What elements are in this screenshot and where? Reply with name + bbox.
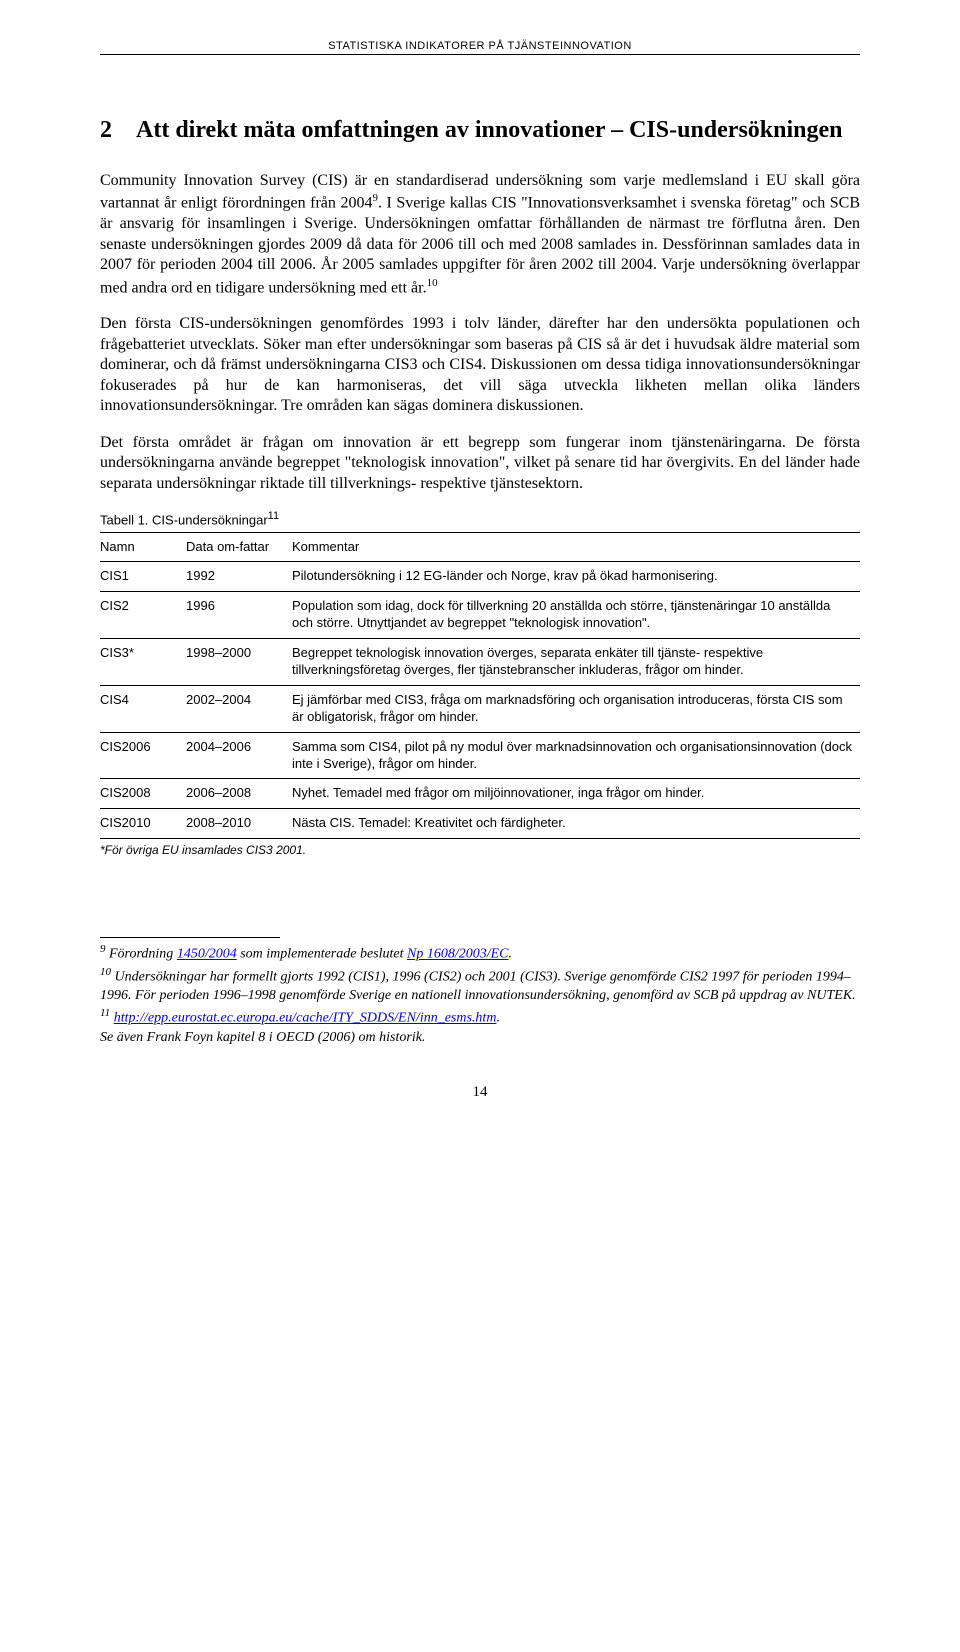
th-comment: Kommentar [292,532,860,562]
cell-comment: Nästa CIS. Temadel: Kreativitet och färd… [292,809,860,839]
cell-name: CIS2 [100,592,186,639]
table-header-row: Namn Data om-fattar Kommentar [100,532,860,562]
table-caption-text: Tabell 1. CIS-undersökningar [100,513,268,528]
cis-table: Namn Data om-fattar Kommentar CIS1 1992 … [100,532,860,840]
table-caption: Tabell 1. CIS-undersökningar11 [100,510,860,527]
cell-name: CIS3* [100,639,186,686]
running-header: STATISTISKA INDIKATORER PÅ TJÄNSTEINNOVA… [100,40,860,55]
table-row: CIS4 2002–2004 Ej jämförbar med CIS3, fr… [100,685,860,732]
cell-name: CIS2008 [100,779,186,809]
document-page: STATISTISKA INDIKATORER PÅ TJÄNSTEINNOVA… [0,0,960,1161]
th-year: Data om-fattar [186,532,292,562]
cell-year: 1992 [186,562,292,592]
cell-name: CIS2006 [100,732,186,779]
cell-comment: Nyhet. Temadel med frågor om miljöinnova… [292,779,860,809]
footnote-11-link[interactable]: http://epp.eurostat.ec.europa.eu/cache/I… [114,1011,497,1026]
footnote-11-tail: . [496,1011,500,1026]
cell-year: 2004–2006 [186,732,292,779]
footnote-marker-9: 9 [100,943,106,955]
table-row: CIS1 1992 Pilotundersökning i 12 EG-länd… [100,562,860,592]
section-number: 2 [100,115,136,145]
paragraph-3: Det första området är frågan om innovati… [100,433,860,494]
cell-comment: Population som idag, dock för tillverkni… [292,592,860,639]
paragraph-1: Community Innovation Survey (CIS) är en … [100,171,860,298]
footnote-9: 9 Förordning 1450/2004 som implementerad… [100,942,860,965]
table-row: CIS2010 2008–2010 Nästa CIS. Temadel: Kr… [100,809,860,839]
cell-name: CIS1 [100,562,186,592]
footnote-10-text: Undersökningar har formellt gjorts 1992 … [100,969,856,1003]
footnote-marker-10: 10 [100,966,111,978]
footnote-9-link-1[interactable]: 1450/2004 [177,947,237,962]
cell-comment: Pilotundersökning i 12 EG-länder och Nor… [292,562,860,592]
footnote-10: 10 Undersökningar har formellt gjorts 19… [100,965,860,1006]
table-row: CIS2006 2004–2006 Samma som CIS4, pilot … [100,732,860,779]
page-number: 14 [100,1084,860,1101]
footnotes-block: 9 Förordning 1450/2004 som implementerad… [100,942,860,1047]
footnote-ref-10: 10 [427,277,438,289]
table-row: CIS2 1996 Population som idag, dock för … [100,592,860,639]
table-row: CIS2008 2006–2008 Nyhet. Temadel med frå… [100,779,860,809]
cell-year: 2002–2004 [186,685,292,732]
footnote-9-text-c: . [509,947,513,962]
footnote-11: 11 http://epp.eurostat.ec.europa.eu/cach… [100,1006,860,1047]
table-row: CIS3* 1998–2000 Begreppet teknologisk in… [100,639,860,686]
footnote-9-text-b: som implementerade beslutet [237,947,407,962]
footnote-9-link-2[interactable]: Np 1608/2003/EC [407,947,509,962]
cell-year: 2008–2010 [186,809,292,839]
footnote-9-text-a: Förordning [109,947,177,962]
th-name: Namn [100,532,186,562]
cell-name: CIS2010 [100,809,186,839]
cell-year: 1998–2000 [186,639,292,686]
cell-name: CIS4 [100,685,186,732]
cell-comment: Ej jämförbar med CIS3, fråga om marknads… [292,685,860,732]
footnote-11-line2: Se även Frank Foyn kapitel 8 i OECD (200… [100,1030,425,1045]
table-footnote: *För övriga EU insamlades CIS3 2001. [100,843,860,857]
cell-comment: Samma som CIS4, pilot på ny modul över m… [292,732,860,779]
paragraph-2: Den första CIS-undersökningen genomförde… [100,314,860,416]
cell-year: 1996 [186,592,292,639]
footnote-rule [100,937,280,938]
section-heading: 2Att direkt mäta omfattningen av innovat… [100,115,860,145]
section-title: Att direkt mäta omfattningen av innovati… [136,117,843,143]
cell-comment: Begreppet teknologisk innovation överges… [292,639,860,686]
cell-year: 2006–2008 [186,779,292,809]
footnote-marker-11: 11 [100,1007,110,1019]
footnote-ref-11: 11 [268,510,279,522]
